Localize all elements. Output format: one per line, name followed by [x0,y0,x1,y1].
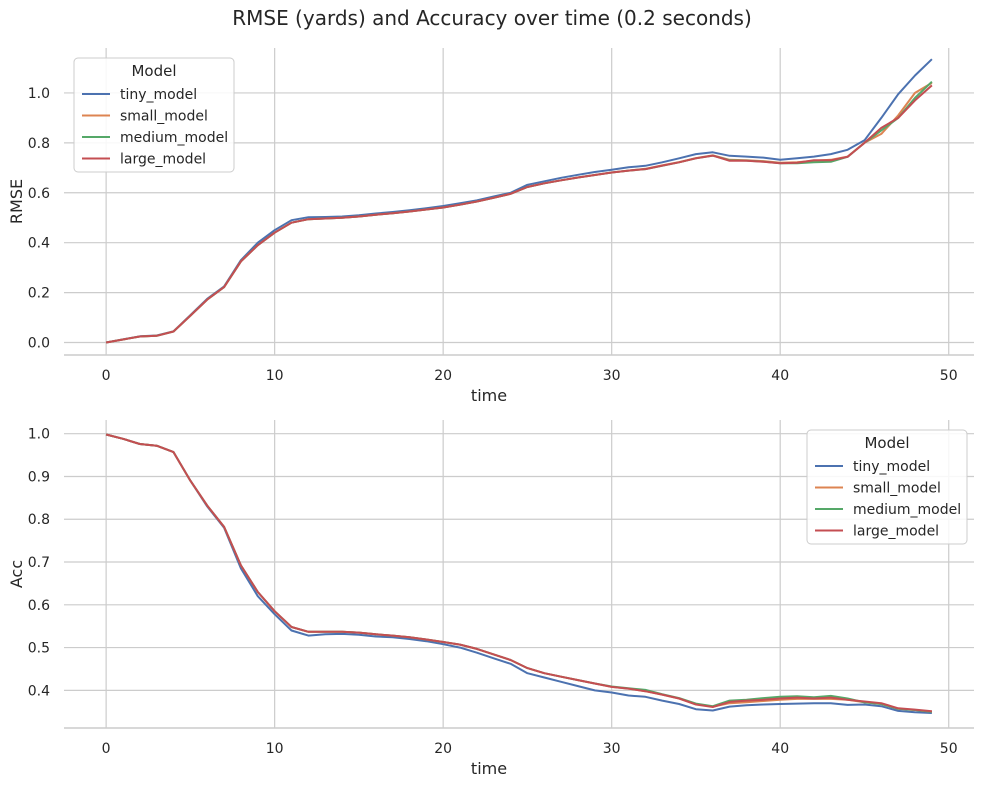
legend-title: Model [864,434,909,452]
x-tick-label: 10 [266,741,284,757]
series-line-large_model [105,433,933,713]
legend-label: tiny_model [853,459,930,475]
chart-panel-1: 0 10 20 30 40 50 0.0 0.2 0.4 0.6 0.8 1.0 time RMSE Mod… [7,48,974,405]
y-tick-label: 0.6 [28,598,50,614]
x-tick-label: 20 [434,368,452,384]
series-line-large_model [105,84,933,344]
x-tick-label: 20 [434,741,452,757]
x-tick-label: 30 [603,368,621,384]
y-axis-label: Acc [7,560,26,588]
legend: Model tiny_model small_model medium_modella… [73,57,235,173]
y-tick-label: 1.0 [28,86,50,102]
y-tick-label: 0.4 [28,236,50,252]
legend-label: small_model [120,109,208,125]
x-tick-label: 0 [102,741,111,757]
legend-label: small_model [853,481,941,497]
legend-box [73,57,235,173]
legend-box [806,429,968,545]
legend-title: Model [131,62,176,80]
chart-panel-2: 0 10 20 30 40 50 0.4 0.5 0.6 0.7 0.8 0.9 1.0 time Acc M… [7,420,974,778]
x-tick-label: 30 [603,741,621,757]
y-tick-label: 0.8 [28,512,50,528]
y-tick-label: 0.4 [28,683,50,699]
y-tick-label: 1.0 [28,427,50,443]
y-tick-label: 0.8 [28,136,50,152]
y-tick-label: 0.0 [28,336,50,352]
legend-label: tiny_model [120,87,197,103]
y-axis-label: RMSE [7,179,26,224]
legend-label: large_model [853,524,939,540]
legend-label: medium_model [120,130,228,146]
series-line-tiny_model [105,433,932,714]
x-tick-label: 0 [102,368,111,384]
series-line-tiny_model [105,58,933,344]
y-tick-label: 0.9 [28,469,50,485]
x-axis-label: time [471,759,507,778]
x-tick-label: 40 [771,741,789,757]
x-axis-label: time [471,386,507,405]
x-tick-label: 40 [771,368,789,384]
x-tick-label: 10 [266,368,284,384]
legend-label: medium_model [853,502,961,518]
x-tick-label: 50 [940,368,958,384]
y-tick-label: 0.5 [28,641,50,657]
x-tick-label: 50 [940,741,958,757]
y-tick-label: 0.6 [28,186,50,202]
legend-label: large_model [120,152,206,168]
figure-title: RMSE (yards) and Accuracy over time (0.2… [232,6,752,30]
y-tick-label: 0.2 [28,286,50,302]
y-tick-label: 0.7 [28,555,50,571]
legend: Model tiny_model small_model medium_modella… [806,429,968,545]
